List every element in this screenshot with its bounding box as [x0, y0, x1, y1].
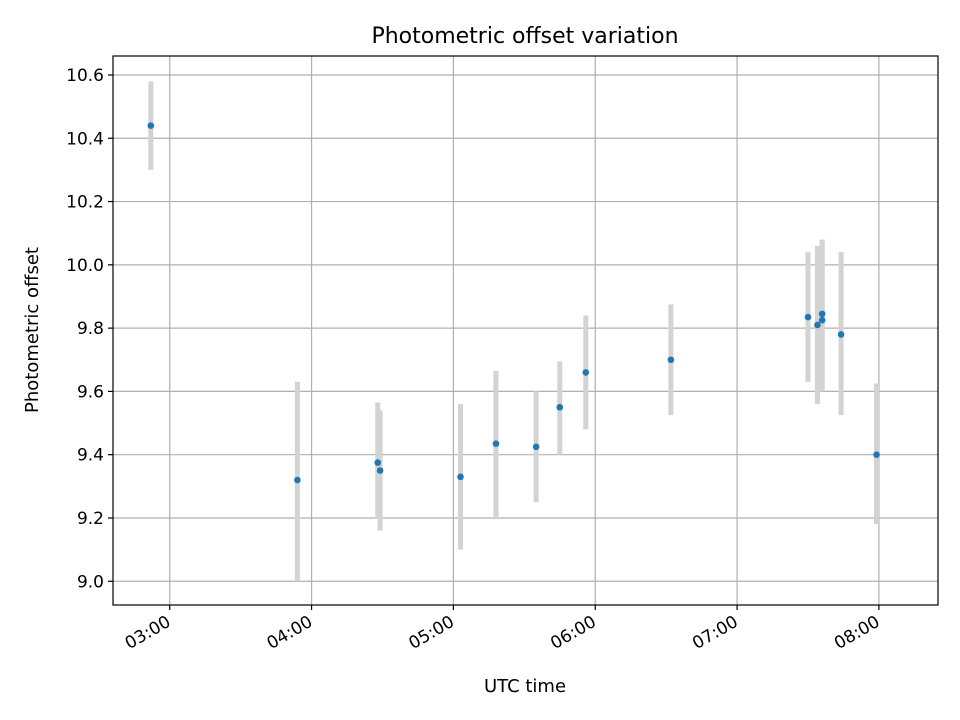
- data-point: [804, 313, 812, 321]
- data-point: [814, 321, 821, 329]
- data-point: [376, 467, 384, 474]
- data-point: [837, 331, 845, 338]
- data-point: [294, 476, 301, 484]
- data-point: [818, 316, 826, 324]
- y-tick-label: 9.2: [77, 509, 104, 529]
- data-point: [667, 356, 675, 364]
- data-point: [556, 403, 564, 411]
- y-tick-label: 9.4: [77, 446, 104, 466]
- y-tick-label: 9.0: [77, 572, 104, 592]
- data-point: [818, 310, 826, 318]
- y-axis-label: Photometric offset: [22, 247, 43, 413]
- y-tick-label: 9.8: [77, 319, 104, 339]
- grid: [113, 56, 938, 605]
- data-point: [147, 122, 155, 129]
- y-tick-label: 10.0: [66, 256, 104, 276]
- data-point: [532, 443, 540, 451]
- y-tick-label: 9.6: [77, 382, 104, 402]
- y-tick-label: 10.2: [66, 193, 104, 213]
- data-point: [582, 369, 590, 376]
- data-points: [147, 122, 880, 484]
- y-axis: 9.0 9.2 9.4 9.6 9.8 10.0 10.2 10.4 10.6: [66, 66, 113, 592]
- data-point: [492, 440, 500, 447]
- x-axis-label: UTC time: [484, 676, 566, 697]
- chart-title: Photometric offset variation: [371, 24, 678, 49]
- data-point: [873, 451, 880, 458]
- data-point: [457, 473, 464, 481]
- y-tick-label: 10.4: [66, 129, 104, 149]
- data-point: [374, 459, 382, 466]
- y-tick-label: 10.6: [66, 66, 104, 86]
- plot-frame: [112, 55, 939, 606]
